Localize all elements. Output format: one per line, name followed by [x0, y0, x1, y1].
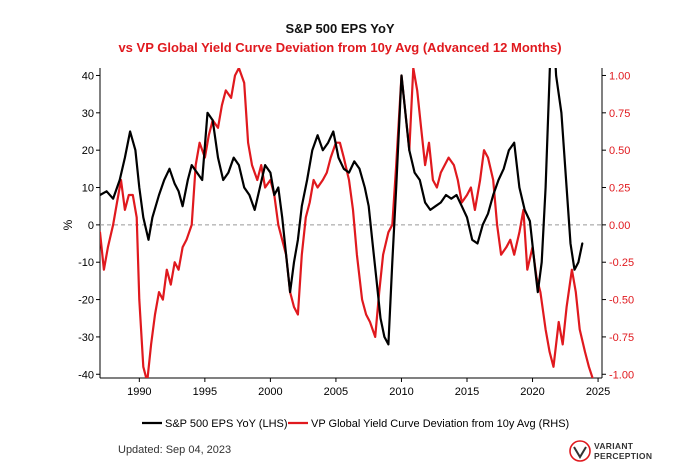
logo-text-line2: PERCEPTION: [594, 451, 653, 461]
y-left-tick-label: 10: [82, 183, 94, 195]
y-left-tick-label: -40: [78, 369, 94, 381]
y-right-tick-label: 0.25: [609, 183, 630, 195]
legend-label-eps: S&P 500 EPS YoY (LHS): [165, 418, 288, 430]
chart-subtitle: vs VP Global Yield Curve Deviation from …: [118, 40, 561, 55]
x-tick-label: 1995: [193, 386, 217, 398]
logo-text-line1: VARIANT: [594, 441, 634, 451]
series-line-eps-yoy: [100, 68, 584, 346]
x-tick-label: 2020: [520, 386, 544, 398]
variant-perception-logo: VARIANT PERCEPTION: [569, 437, 653, 465]
series-layer: [100, 68, 594, 378]
y-right-tick-label: -1.00: [609, 369, 634, 381]
x-tick-label: 1990: [127, 386, 151, 398]
y-right-tick-label: 0.00: [609, 220, 630, 232]
y-right-tick-label: -0.50: [609, 295, 634, 307]
x-tick-label: 2000: [258, 386, 282, 398]
legend: S&P 500 EPS YoY (LHS) VP Global Yield Cu…: [142, 418, 569, 430]
x-tick-label: 2005: [324, 386, 348, 398]
y-left-tick-label: -20: [78, 295, 94, 307]
y-left-tick-label: 30: [82, 108, 94, 120]
y-right-tick-label: -0.75: [609, 332, 634, 344]
y-right-tick-label: 0.50: [609, 145, 630, 157]
logo-mark-icon: [569, 440, 591, 462]
y-left-tick-label: 0: [88, 220, 94, 232]
y-left-tick-label: -10: [78, 257, 94, 269]
y-right-tick-label: 1.00: [609, 70, 630, 82]
x-tick-label: 2015: [455, 386, 479, 398]
y-left-tick-label: 40: [82, 70, 94, 82]
y-axis-left-label: %: [61, 219, 75, 230]
updated-date: Updated: Sep 04, 2023: [118, 444, 232, 456]
series-line-yield-curve: [100, 68, 594, 378]
chart-title: S&P 500 EPS YoY: [285, 21, 394, 36]
x-tick-label: 2010: [389, 386, 413, 398]
axes-layer: 403020100-10-20-30-401.000.750.500.250.0…: [78, 68, 634, 398]
y-left-tick-label: 20: [82, 145, 94, 157]
y-right-tick-label: 0.75: [609, 108, 630, 120]
y-left-tick-label: -30: [78, 332, 94, 344]
x-tick-label: 2025: [586, 386, 610, 398]
y-right-tick-label: -0.25: [609, 257, 634, 269]
legend-label-yield-curve: VP Global Yield Curve Deviation from 10y…: [311, 418, 569, 430]
